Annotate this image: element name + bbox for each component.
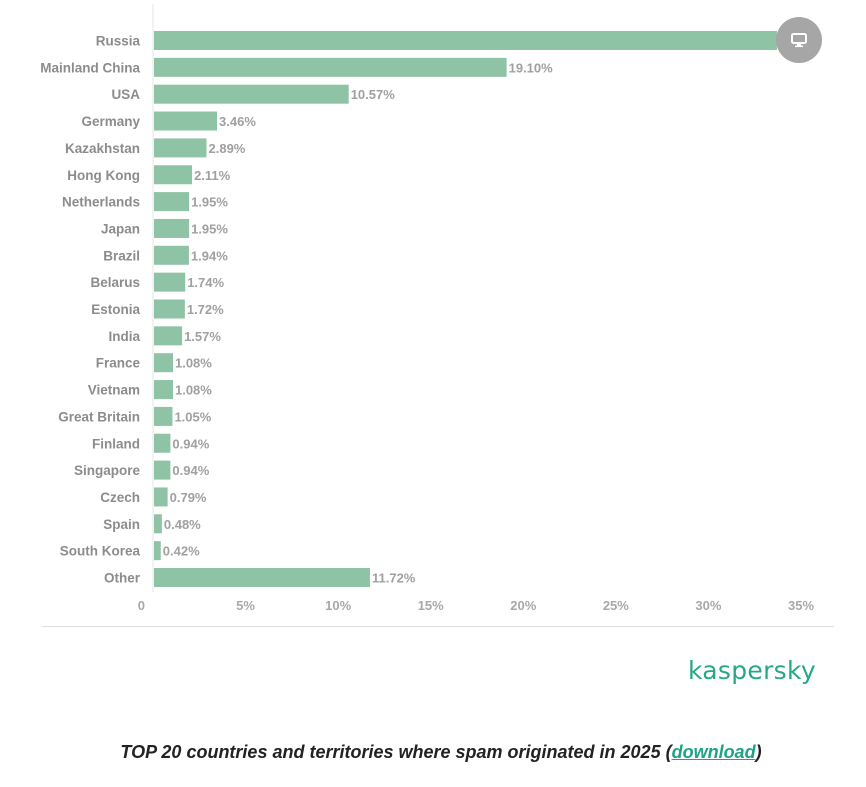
category-label: Other	[104, 571, 141, 586]
x-tick-label: 30%	[695, 598, 721, 613]
category-label: India	[108, 329, 140, 344]
category-label: France	[96, 356, 141, 371]
download-link[interactable]: download	[671, 742, 756, 762]
category-label: Japan	[101, 221, 140, 236]
bar[interactable]	[154, 111, 218, 131]
category-label: Vietnam	[88, 383, 140, 398]
x-tick-label: 0	[138, 598, 145, 613]
kaspersky-logo: kaspersky	[687, 656, 816, 685]
value-label: 19.10%	[509, 60, 554, 75]
category-label: Czech	[100, 490, 140, 505]
bar[interactable]	[154, 487, 168, 507]
bar[interactable]	[154, 299, 185, 319]
bar[interactable]	[154, 406, 173, 426]
bar[interactable]	[154, 84, 349, 104]
bar[interactable]	[154, 245, 189, 265]
category-label: Mainland China	[40, 60, 140, 75]
value-label: 0.94%	[172, 436, 209, 451]
category-label: Kazakhstan	[65, 141, 140, 156]
view-mode-button[interactable]	[776, 17, 822, 63]
value-label: 0.42%	[163, 544, 200, 559]
value-label: 11.72%	[372, 571, 416, 586]
value-label: 2.89%	[209, 141, 246, 156]
value-label: 1.94%	[191, 248, 228, 263]
caption-suffix: )	[755, 742, 762, 762]
x-tick-label: 35%	[788, 598, 814, 613]
bar[interactable]	[154, 57, 507, 77]
category-label: Spain	[103, 517, 140, 532]
category-label: Belarus	[90, 275, 140, 290]
category-label: Brazil	[103, 248, 140, 263]
bar[interactable]	[154, 218, 190, 238]
category-label: Finland	[92, 436, 140, 451]
bar[interactable]	[154, 326, 183, 346]
bar-chart: Russia Mainland China 19.10% USA 10.57% Germa…	[40, 4, 814, 613]
category-label: USA	[111, 87, 140, 102]
bar[interactable]	[154, 433, 171, 453]
value-label: 1.08%	[175, 383, 212, 398]
category-label: Great Britain	[58, 409, 140, 424]
category-label: Netherlands	[62, 195, 140, 210]
figure-caption: TOP 20 countries and territories where s…	[0, 742, 866, 763]
bar[interactable]	[154, 272, 186, 292]
value-label: 2.11%	[194, 168, 231, 183]
value-label: 1.95%	[191, 195, 228, 210]
value-label: 1.72%	[187, 302, 224, 317]
caption-text: TOP 20 countries and territories where s…	[120, 742, 672, 762]
bar[interactable]	[154, 460, 171, 480]
category-label: Estonia	[91, 302, 140, 317]
bar[interactable]	[154, 31, 777, 50]
x-tick-label: 15%	[418, 598, 444, 613]
value-label: 0.48%	[164, 517, 201, 532]
bar[interactable]	[154, 541, 161, 561]
category-label: Russia	[96, 34, 141, 49]
divider	[42, 626, 834, 627]
x-tick-label: 20%	[510, 598, 536, 613]
value-label: 0.79%	[170, 490, 207, 505]
value-label: 3.46%	[219, 114, 256, 129]
value-label: 1.05%	[174, 409, 211, 424]
value-label: 1.08%	[175, 356, 212, 371]
bar[interactable]	[154, 165, 193, 185]
category-label: Germany	[81, 114, 140, 129]
bar[interactable]	[154, 192, 190, 212]
bar[interactable]	[154, 568, 370, 587]
category-label: South Korea	[60, 544, 141, 559]
category-label: Hong Kong	[67, 168, 140, 183]
bar[interactable]	[154, 514, 162, 534]
monitor-icon	[791, 33, 807, 48]
value-label: 1.95%	[191, 221, 228, 236]
value-label: 10.57%	[351, 87, 396, 102]
x-tick-label: 5%	[236, 598, 255, 613]
bar[interactable]	[154, 380, 173, 400]
category-label: Singapore	[74, 463, 141, 478]
value-label: 1.74%	[187, 275, 224, 290]
x-tick-label: 10%	[325, 598, 351, 613]
bar[interactable]	[154, 353, 173, 373]
value-label: 1.57%	[184, 329, 221, 344]
bar[interactable]	[154, 138, 207, 158]
value-label: 0.94%	[172, 463, 209, 478]
x-tick-label: 25%	[603, 598, 629, 613]
